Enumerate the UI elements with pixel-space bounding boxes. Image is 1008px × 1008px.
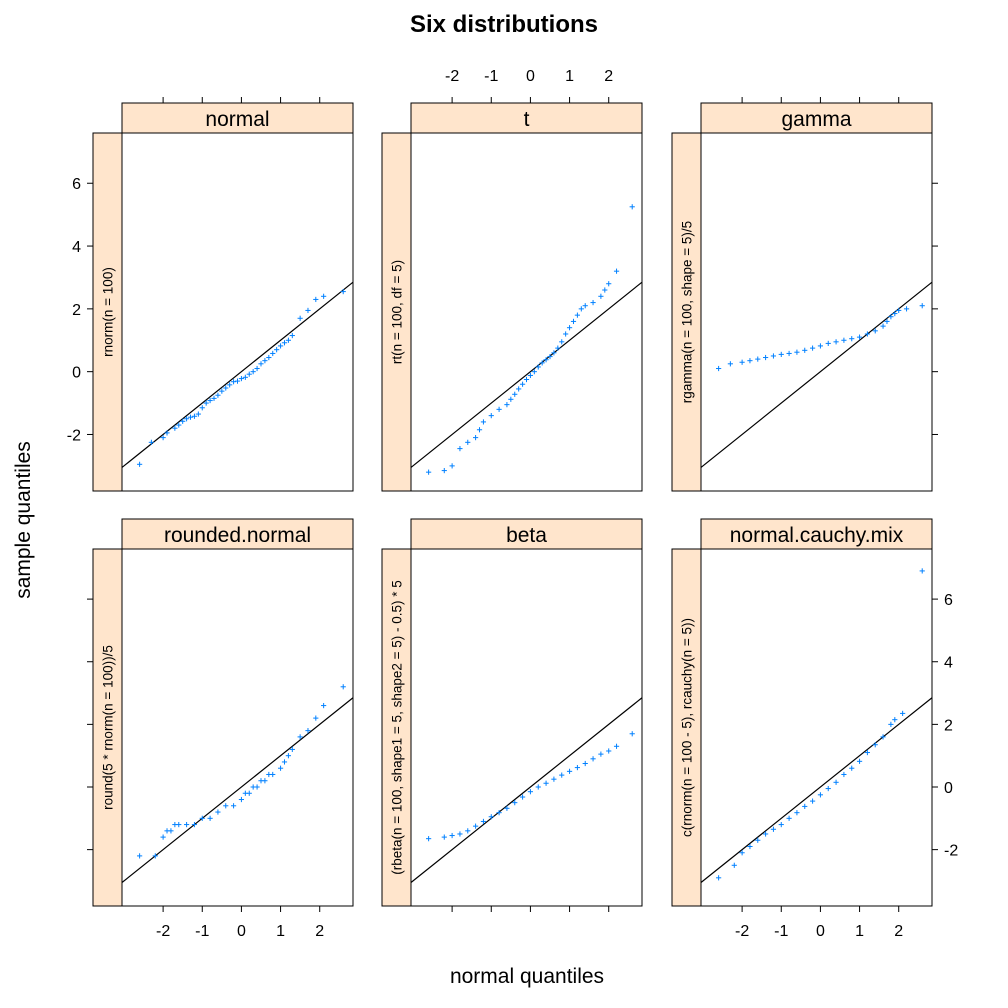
points-group bbox=[426, 204, 635, 475]
panel-yvar-label: (rbeta(n = 100, shape1 = 5, shape2 = 5) … bbox=[390, 580, 405, 875]
y-tick-label: 0 bbox=[72, 365, 81, 382]
y-tick-label: 4 bbox=[72, 239, 81, 256]
points-group bbox=[716, 303, 925, 372]
x-tick-label: 1 bbox=[565, 68, 574, 85]
x-tick-label: 2 bbox=[894, 923, 903, 940]
panel-box bbox=[92, 548, 354, 907]
reference-line bbox=[410, 281, 643, 468]
y-tick-label: -2 bbox=[944, 843, 958, 860]
y-tick-label: 2 bbox=[72, 302, 81, 319]
panel-box bbox=[381, 548, 643, 907]
panel-yvar-label: rgamma(n = 100, shape = 5)/5 bbox=[680, 221, 695, 403]
panel-box bbox=[381, 132, 643, 492]
y-tick-label: 6 bbox=[944, 592, 953, 609]
panel-yvar-strip bbox=[92, 132, 123, 492]
panel-yvar-label: round(5 * rnorm(n = 100))/5 bbox=[101, 645, 116, 810]
panel-gamma: gamma rgamma(n = 100, shape = 5)/5 bbox=[671, 97, 938, 492]
x-tick-label: -1 bbox=[484, 68, 498, 85]
x-tick-label: -2 bbox=[735, 923, 749, 940]
panel-yvar-strip bbox=[381, 548, 412, 907]
panel-strip bbox=[700, 518, 933, 550]
x-tick-label: -1 bbox=[195, 923, 209, 940]
y-tick-label: -2 bbox=[67, 427, 81, 444]
chart-title: Six distributions bbox=[410, 11, 598, 38]
panel-box bbox=[92, 132, 354, 492]
y-tick-label: 4 bbox=[944, 655, 953, 672]
points-group bbox=[137, 288, 346, 467]
panel-strip-label: normal.cauchy.mix bbox=[730, 524, 904, 547]
reference-line bbox=[121, 697, 354, 883]
x-tick-label: -1 bbox=[774, 923, 788, 940]
points-group bbox=[716, 568, 925, 881]
panel-strip bbox=[121, 102, 354, 134]
panel-normal-cauchy-mix: normal.cauchy.mix c(rnorm(n = 100 - 5), r… bbox=[671, 518, 958, 940]
panel-box bbox=[671, 132, 933, 492]
x-tick-label: 2 bbox=[604, 68, 613, 85]
x-tick-label: 0 bbox=[816, 923, 825, 940]
panel-yvar-label: rt(n = 100, df = 5) bbox=[390, 260, 405, 364]
y-tick-label: 0 bbox=[944, 780, 953, 797]
panels-layer: normal rnorm(n = 100) -2 0 2 4 6 t rt(n = 100, d… bbox=[67, 68, 959, 940]
x-tick-label: 2 bbox=[315, 923, 324, 940]
panel-strip bbox=[410, 518, 643, 550]
points-group bbox=[137, 684, 346, 859]
x-tick-label: 1 bbox=[855, 923, 864, 940]
x-tick-label: 1 bbox=[276, 923, 285, 940]
y-tick-label: 2 bbox=[944, 717, 953, 734]
panel-rounded-normal: rounded.normal round(5 * rnorm(n = 100))/… bbox=[87, 518, 354, 940]
x-tick-label: 0 bbox=[237, 923, 246, 940]
panel-beta: beta (rbeta(n = 100, shape1 = 5, shape2 =… bbox=[381, 518, 643, 912]
reference-line bbox=[700, 697, 933, 883]
reference-line bbox=[410, 697, 643, 883]
x-axis-title: normal quantiles bbox=[450, 965, 604, 988]
panel-strip bbox=[121, 518, 354, 550]
panel-strip-label: rounded.normal bbox=[164, 524, 311, 547]
x-tick-label: -2 bbox=[156, 923, 170, 940]
y-tick-label: 6 bbox=[72, 176, 81, 193]
reference-line bbox=[700, 281, 933, 468]
panel-yvar-strip bbox=[381, 132, 412, 492]
x-tick-label: 0 bbox=[526, 68, 535, 85]
panel-yvar-strip bbox=[671, 132, 702, 492]
panel-strip-label: gamma bbox=[781, 108, 851, 131]
panel-strip-label: t bbox=[524, 108, 530, 131]
y-axis-title: sample quantiles bbox=[12, 441, 35, 599]
panel-strip bbox=[700, 102, 933, 134]
panel-yvar-label: rnorm(n = 100) bbox=[101, 267, 116, 357]
panel-strip-label: normal bbox=[205, 108, 269, 131]
panel-t: t rt(n = 100, df = 5) -2 -1 0 1 2 bbox=[381, 68, 643, 492]
x-tick-label: -2 bbox=[445, 68, 459, 85]
panel-normal: normal rnorm(n = 100) -2 0 2 4 6 bbox=[67, 97, 354, 492]
panel-yvar-label: c(rnorm(n = 100 - 5), rcauchy(n = 5)) bbox=[680, 618, 695, 837]
points-group bbox=[426, 731, 635, 842]
reference-line bbox=[121, 281, 354, 468]
panel-box bbox=[671, 548, 933, 907]
panel-strip-label: beta bbox=[506, 524, 547, 547]
